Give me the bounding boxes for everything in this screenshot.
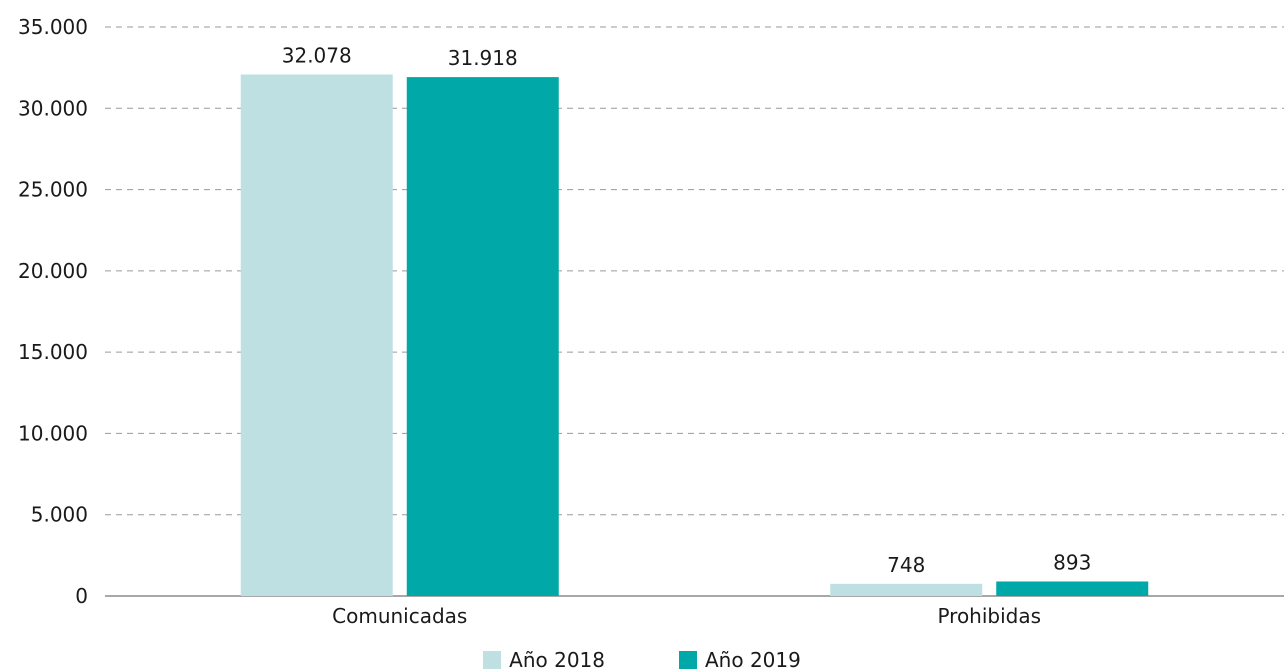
y-tick-label: 0	[75, 584, 88, 608]
legend-item-2019: Año 2019	[679, 648, 801, 672]
data-label: 893	[1053, 550, 1091, 574]
legend-swatch-2018	[483, 651, 502, 669]
data-label: 748	[887, 553, 925, 577]
bar	[406, 77, 559, 597]
y-tick-label: 35.000	[18, 15, 88, 39]
data-label: 31.918	[448, 46, 518, 70]
legend-swatch-2019	[679, 651, 697, 669]
y-tick-label: 20.000	[18, 259, 88, 283]
y-tick-label: 25.000	[18, 178, 88, 202]
bar	[830, 583, 983, 596]
y-tick-label: 10.000	[18, 421, 88, 445]
y-tick-label: 15.000	[18, 340, 88, 364]
bar-chart-svg: 0 5.000 10.000 15.000 20.000 25.000 30.000 35.0…	[18, 15, 1284, 628]
data-label: 32.078	[282, 44, 352, 68]
legend-label-2019: Año 2019	[705, 648, 801, 672]
bar	[996, 581, 1149, 596]
x-tick-label: Comunicadas	[332, 604, 467, 628]
legend: Año 2018 Año 2019	[0, 648, 1284, 672]
y-tick-label: 30.000	[18, 96, 88, 120]
legend-label-2018: Año 2018	[509, 648, 605, 672]
legend-item-2018: Año 2018	[483, 648, 605, 672]
bar	[240, 74, 393, 597]
x-tick-label: Prohibidas	[937, 604, 1041, 628]
y-tick-label: 5.000	[31, 503, 88, 527]
